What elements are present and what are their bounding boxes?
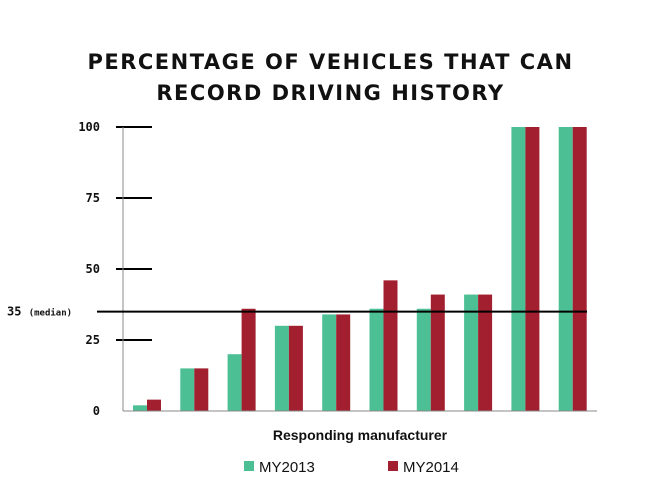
bar-my2013-1 [133, 405, 147, 411]
legend-label-my2013: MY2013 [259, 459, 315, 476]
bar-my2014-7 [430, 294, 445, 411]
bar-my2014-5 [336, 314, 351, 411]
chart-title-line-1: PERCENTAGE OF VEHICLES THAT CAN [87, 50, 574, 74]
y-tick-label-50: 50 [86, 262, 100, 276]
median-label-suffix: (median) [29, 308, 72, 319]
y-tick-label-25: 25 [86, 333, 100, 347]
bar-my2014-6 [383, 280, 398, 411]
bars [133, 127, 587, 411]
x-axis-label: Responding manufacturer [273, 427, 448, 443]
bar-my2014-9 [525, 127, 540, 411]
y-tick-label-100: 100 [78, 120, 100, 134]
bar-my2013-10 [558, 127, 573, 411]
bar-my2013-5 [322, 314, 337, 411]
legend-label-my2014: MY2014 [403, 459, 459, 476]
bar-my2014-4 [288, 325, 303, 411]
legend-swatch-my2013 [244, 461, 254, 471]
bar-my2014-3 [241, 308, 256, 411]
bar-my2013-7 [416, 308, 431, 411]
y-tick-label-75: 75 [86, 191, 100, 205]
bar-my2013-8 [464, 294, 479, 411]
bar-my2014-8 [478, 294, 493, 411]
median-label: 35 (median) [7, 305, 72, 319]
legend: MY2013 MY2014 [244, 459, 459, 476]
bar-my2013-3 [227, 354, 242, 411]
y-tick-label-0: 0 [93, 404, 100, 418]
bar-my2014-1 [147, 399, 161, 411]
y-axis-ticks: 0 25 50 75 100 [78, 120, 152, 418]
median-label-value: 35 [7, 305, 29, 319]
chart-title-line-2: RECORD DRIVING HISTORY [156, 81, 505, 105]
legend-swatch-my2014 [388, 461, 398, 471]
bar-my2013-2 [180, 368, 195, 411]
bar-my2013-6 [369, 308, 384, 411]
bar-my2013-4 [274, 325, 289, 411]
bar-my2013-9 [511, 127, 526, 411]
bar-my2014-10 [572, 127, 587, 411]
chart-title: PERCENTAGE OF VEHICLES THAT CAN RECORD D… [0, 47, 661, 109]
bar-my2014-2 [194, 368, 209, 411]
